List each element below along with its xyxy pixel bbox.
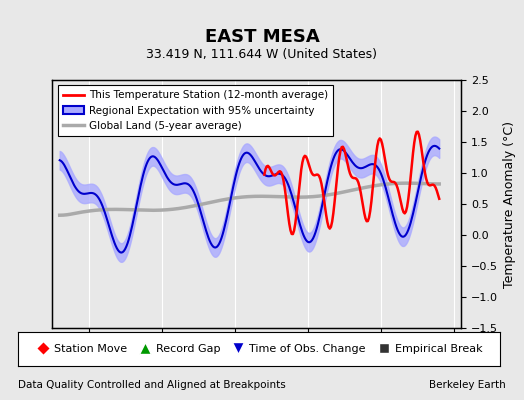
Legend: Station Move, Record Gap, Time of Obs. Change, Empirical Break: Station Move, Record Gap, Time of Obs. C… (32, 340, 487, 358)
Legend: This Temperature Station (12-month average), Regional Expectation with 95% uncer: This Temperature Station (12-month avera… (58, 85, 333, 136)
Text: Berkeley Earth: Berkeley Earth (429, 380, 506, 390)
Y-axis label: Temperature Anomaly (°C): Temperature Anomaly (°C) (504, 120, 516, 288)
Text: EAST MESA: EAST MESA (205, 28, 319, 46)
Text: 33.419 N, 111.644 W (United States): 33.419 N, 111.644 W (United States) (147, 48, 377, 61)
Text: Data Quality Controlled and Aligned at Breakpoints: Data Quality Controlled and Aligned at B… (18, 380, 286, 390)
